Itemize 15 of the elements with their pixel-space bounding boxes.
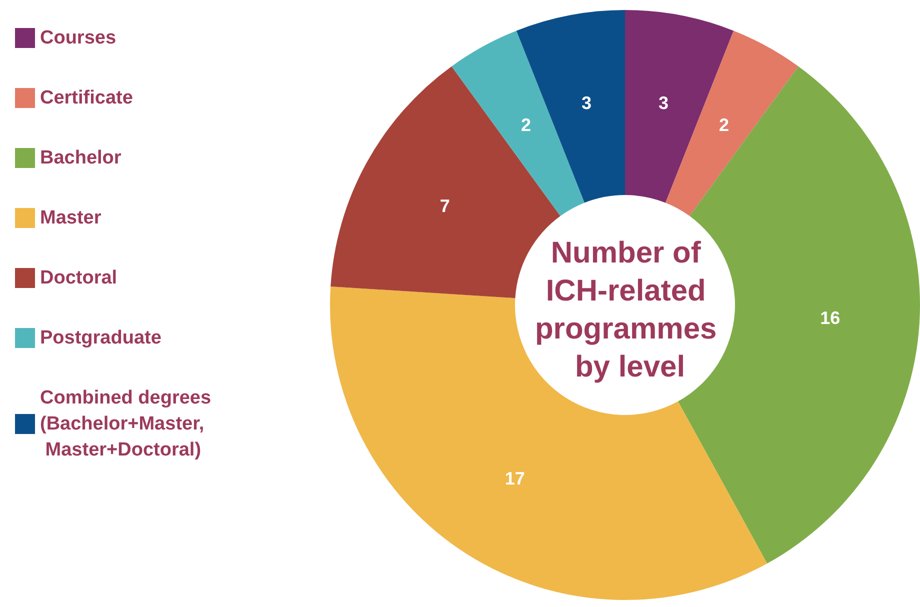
data-label: 3: [658, 93, 669, 114]
legend-label: Combined degrees (Bachelor+Master, Master+Doctoral): [40, 388, 216, 460]
data-label: 17: [504, 468, 525, 489]
data-label: 2: [520, 114, 532, 135]
legend-label: Doctoral: [40, 268, 118, 288]
data-label: 3: [581, 93, 592, 114]
legend-label: Certificate: [40, 88, 133, 108]
legend-label: Master: [40, 208, 102, 228]
legend-label: Postgraduate: [40, 328, 162, 348]
data-label: 2: [718, 114, 730, 135]
text: Number of ICH-related programmes by level: [534, 236, 726, 384]
legend-label: Bachelor: [40, 148, 122, 168]
data-label: 16: [820, 308, 840, 328]
data-label: 7: [440, 196, 450, 216]
legend-label: Courses: [40, 28, 116, 48]
